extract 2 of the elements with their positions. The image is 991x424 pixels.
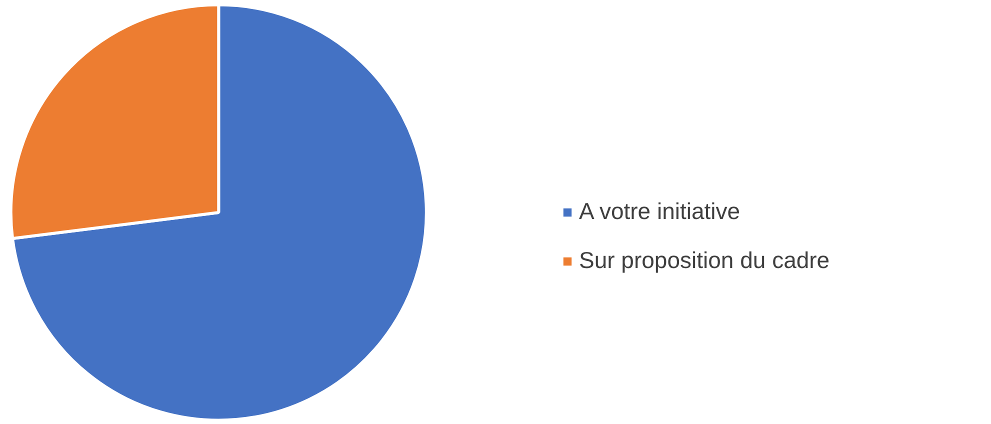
legend-label: A votre initiative (579, 198, 740, 225)
legend-label: Sur proposition du cadre (579, 247, 830, 274)
